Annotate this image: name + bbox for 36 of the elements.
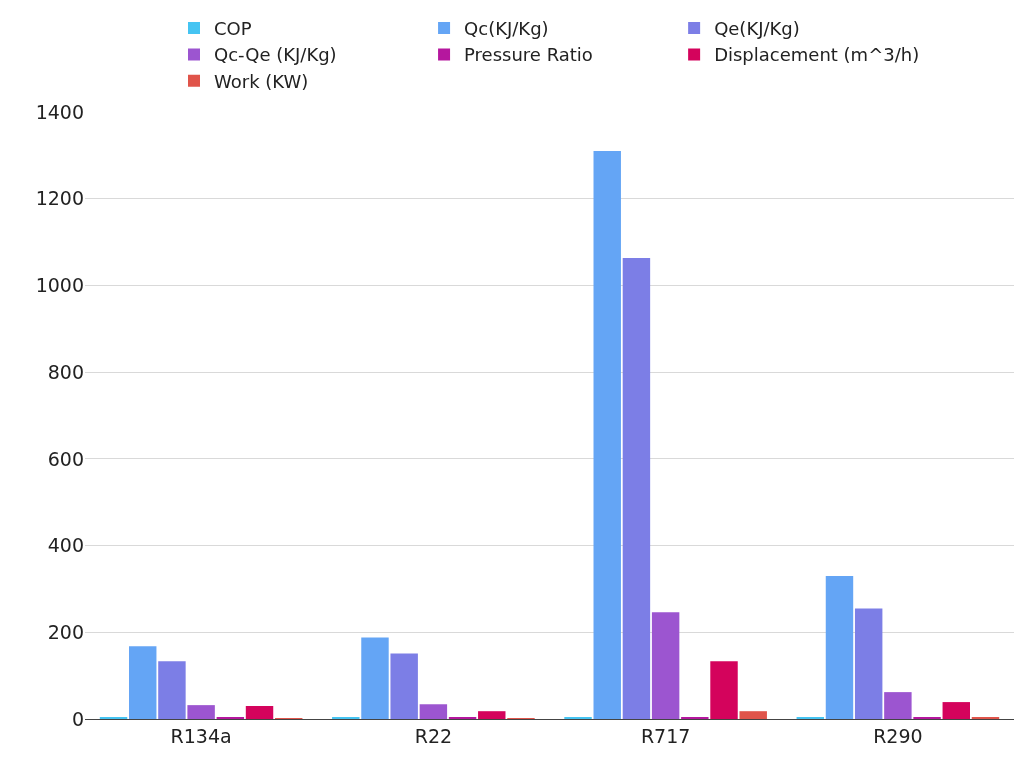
y-tick-label: 1000 [35, 274, 84, 297]
legend-label: Qc(KJ/Kg) [464, 18, 549, 40]
bar [942, 702, 970, 719]
legend-label: COP [214, 18, 252, 40]
bar [739, 711, 767, 719]
bar [622, 258, 651, 719]
y-tick-label: 1400 [35, 100, 84, 123]
bar [390, 653, 418, 719]
bar [825, 575, 854, 719]
x-tick-label: R717 [640, 724, 691, 747]
bar [478, 711, 506, 719]
x-tick-label: R22 [414, 724, 453, 747]
bar [854, 608, 883, 719]
bar [651, 612, 680, 719]
bar [187, 705, 215, 719]
y-tick-label: 800 [47, 360, 84, 383]
bar [361, 637, 389, 719]
legend-label: Qe(KJ/Kg) [714, 18, 800, 40]
bar [710, 661, 738, 719]
legend-label: Work (KW) [214, 70, 309, 92]
bar [419, 704, 448, 719]
x-tick-label: R290 [873, 724, 923, 747]
legend-label: Displacement (m^3/h) [714, 44, 920, 66]
y-tick-label: 400 [47, 534, 84, 557]
y-tick-label: 200 [47, 620, 84, 643]
legend-label: Qc-Qe (KJ/Kg) [214, 44, 337, 66]
y-tick-label: 0 [71, 707, 84, 730]
bar [884, 692, 912, 719]
bar [245, 705, 274, 719]
bar [593, 151, 621, 719]
y-tick-label: 1200 [35, 187, 84, 210]
bar [158, 661, 186, 719]
x-tick-label: R134a [170, 724, 232, 747]
bar [129, 646, 157, 719]
legend-label: Pressure Ratio [464, 44, 593, 66]
y-tick-label: 600 [47, 447, 84, 470]
